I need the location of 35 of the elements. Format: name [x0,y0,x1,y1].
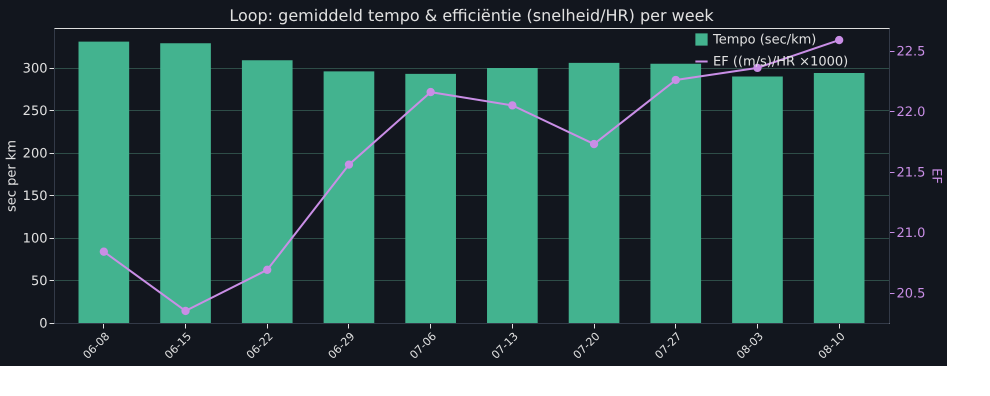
bar [405,74,456,323]
y2-tick-label: 21.5 [896,165,926,180]
bar [160,43,211,323]
chart-title: Loop: gemiddeld tempo & efficiëntie (snelheid/HR) per week [229,6,714,25]
bar [242,60,293,323]
bar [732,76,783,323]
y-tick-label: 200 [22,146,48,162]
bar [324,71,374,323]
y-tick-label: 250 [22,104,48,119]
point [263,266,272,274]
y-tick-label: 100 [22,231,48,246]
point [100,248,108,256]
y-tick-label: 0 [39,316,48,332]
legend-label: Tempo (sec/km) [712,32,816,48]
y2-axis-title: EF [928,168,944,184]
point [508,101,517,110]
bar [650,64,702,323]
bar [78,42,130,323]
y2-tick-label: 22.0 [896,104,926,120]
point [181,306,190,316]
y2-tick-label: 22.5 [896,44,926,60]
point [426,88,435,96]
point [344,160,354,169]
bar [568,62,620,323]
bar [487,68,538,323]
point [835,36,844,44]
y-tick-label: 50 [30,274,48,289]
y-tick-label: 150 [22,188,48,204]
bar [814,73,864,323]
y-tick-label: 300 [22,61,48,76]
y-axis-title: sec per km [4,140,20,212]
point [672,76,680,84]
y2-tick-label: 21.0 [896,226,926,241]
y2-tick-label: 20.5 [896,286,926,302]
point [590,140,598,148]
